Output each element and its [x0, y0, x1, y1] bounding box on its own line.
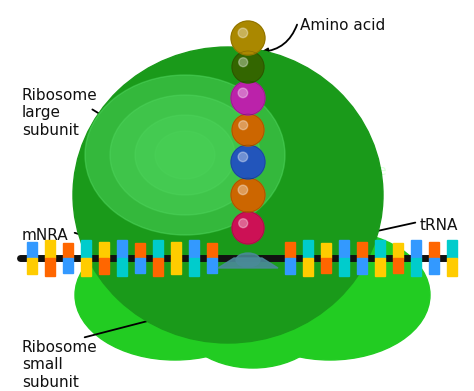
Bar: [135, 258, 145, 273]
Bar: [207, 258, 217, 273]
Bar: [429, 242, 439, 258]
Bar: [339, 240, 349, 258]
Bar: [27, 242, 37, 258]
Bar: [189, 258, 199, 276]
Bar: [447, 258, 457, 276]
Circle shape: [238, 152, 247, 161]
Circle shape: [239, 58, 248, 67]
Bar: [135, 243, 145, 258]
Bar: [357, 258, 367, 274]
Bar: [285, 242, 295, 258]
Circle shape: [239, 219, 248, 228]
Bar: [357, 242, 367, 258]
Circle shape: [231, 145, 265, 179]
Bar: [339, 258, 349, 276]
Ellipse shape: [110, 95, 260, 215]
Ellipse shape: [75, 230, 275, 360]
Bar: [393, 258, 403, 273]
Ellipse shape: [173, 248, 333, 368]
Circle shape: [238, 185, 247, 195]
Bar: [81, 258, 91, 276]
Bar: [375, 258, 385, 276]
Ellipse shape: [73, 47, 383, 343]
Circle shape: [231, 81, 265, 115]
Circle shape: [238, 88, 247, 98]
Bar: [81, 240, 91, 258]
Text: Ribosome
small
subunit: Ribosome small subunit: [22, 340, 98, 390]
Text: Ribosome
large
subunit: Ribosome large subunit: [22, 88, 98, 138]
Bar: [63, 243, 73, 258]
Ellipse shape: [135, 115, 235, 195]
Bar: [99, 242, 109, 258]
Bar: [171, 242, 181, 258]
Bar: [117, 240, 127, 258]
Bar: [27, 258, 37, 274]
Polygon shape: [218, 258, 278, 268]
Bar: [393, 243, 403, 258]
Bar: [45, 240, 55, 258]
Bar: [411, 258, 421, 276]
Bar: [321, 243, 331, 258]
Circle shape: [231, 21, 265, 55]
Ellipse shape: [230, 230, 430, 360]
Bar: [63, 258, 73, 273]
Circle shape: [238, 28, 247, 38]
Circle shape: [231, 178, 265, 212]
Bar: [285, 258, 295, 274]
Text: Growing
polypeptide
chain: Growing polypeptide chain: [305, 148, 388, 194]
Circle shape: [232, 212, 264, 244]
Bar: [189, 240, 199, 258]
Bar: [153, 240, 163, 258]
Bar: [171, 258, 181, 274]
Circle shape: [232, 51, 264, 83]
Circle shape: [232, 114, 264, 146]
Bar: [207, 243, 217, 258]
Bar: [411, 240, 421, 258]
Circle shape: [239, 121, 248, 130]
Bar: [303, 240, 313, 258]
Text: Amino acid: Amino acid: [300, 18, 385, 33]
Ellipse shape: [155, 131, 215, 179]
Bar: [99, 258, 109, 274]
Ellipse shape: [85, 75, 285, 235]
Bar: [153, 258, 163, 276]
Text: mNRA: mNRA: [22, 228, 69, 243]
Text: tRNA: tRNA: [420, 218, 458, 233]
Bar: [45, 258, 55, 276]
Bar: [429, 258, 439, 274]
Ellipse shape: [140, 261, 220, 299]
Bar: [117, 258, 127, 276]
Ellipse shape: [236, 253, 260, 267]
Bar: [375, 240, 385, 258]
Bar: [447, 240, 457, 258]
Bar: [303, 258, 313, 276]
Bar: [321, 258, 331, 273]
